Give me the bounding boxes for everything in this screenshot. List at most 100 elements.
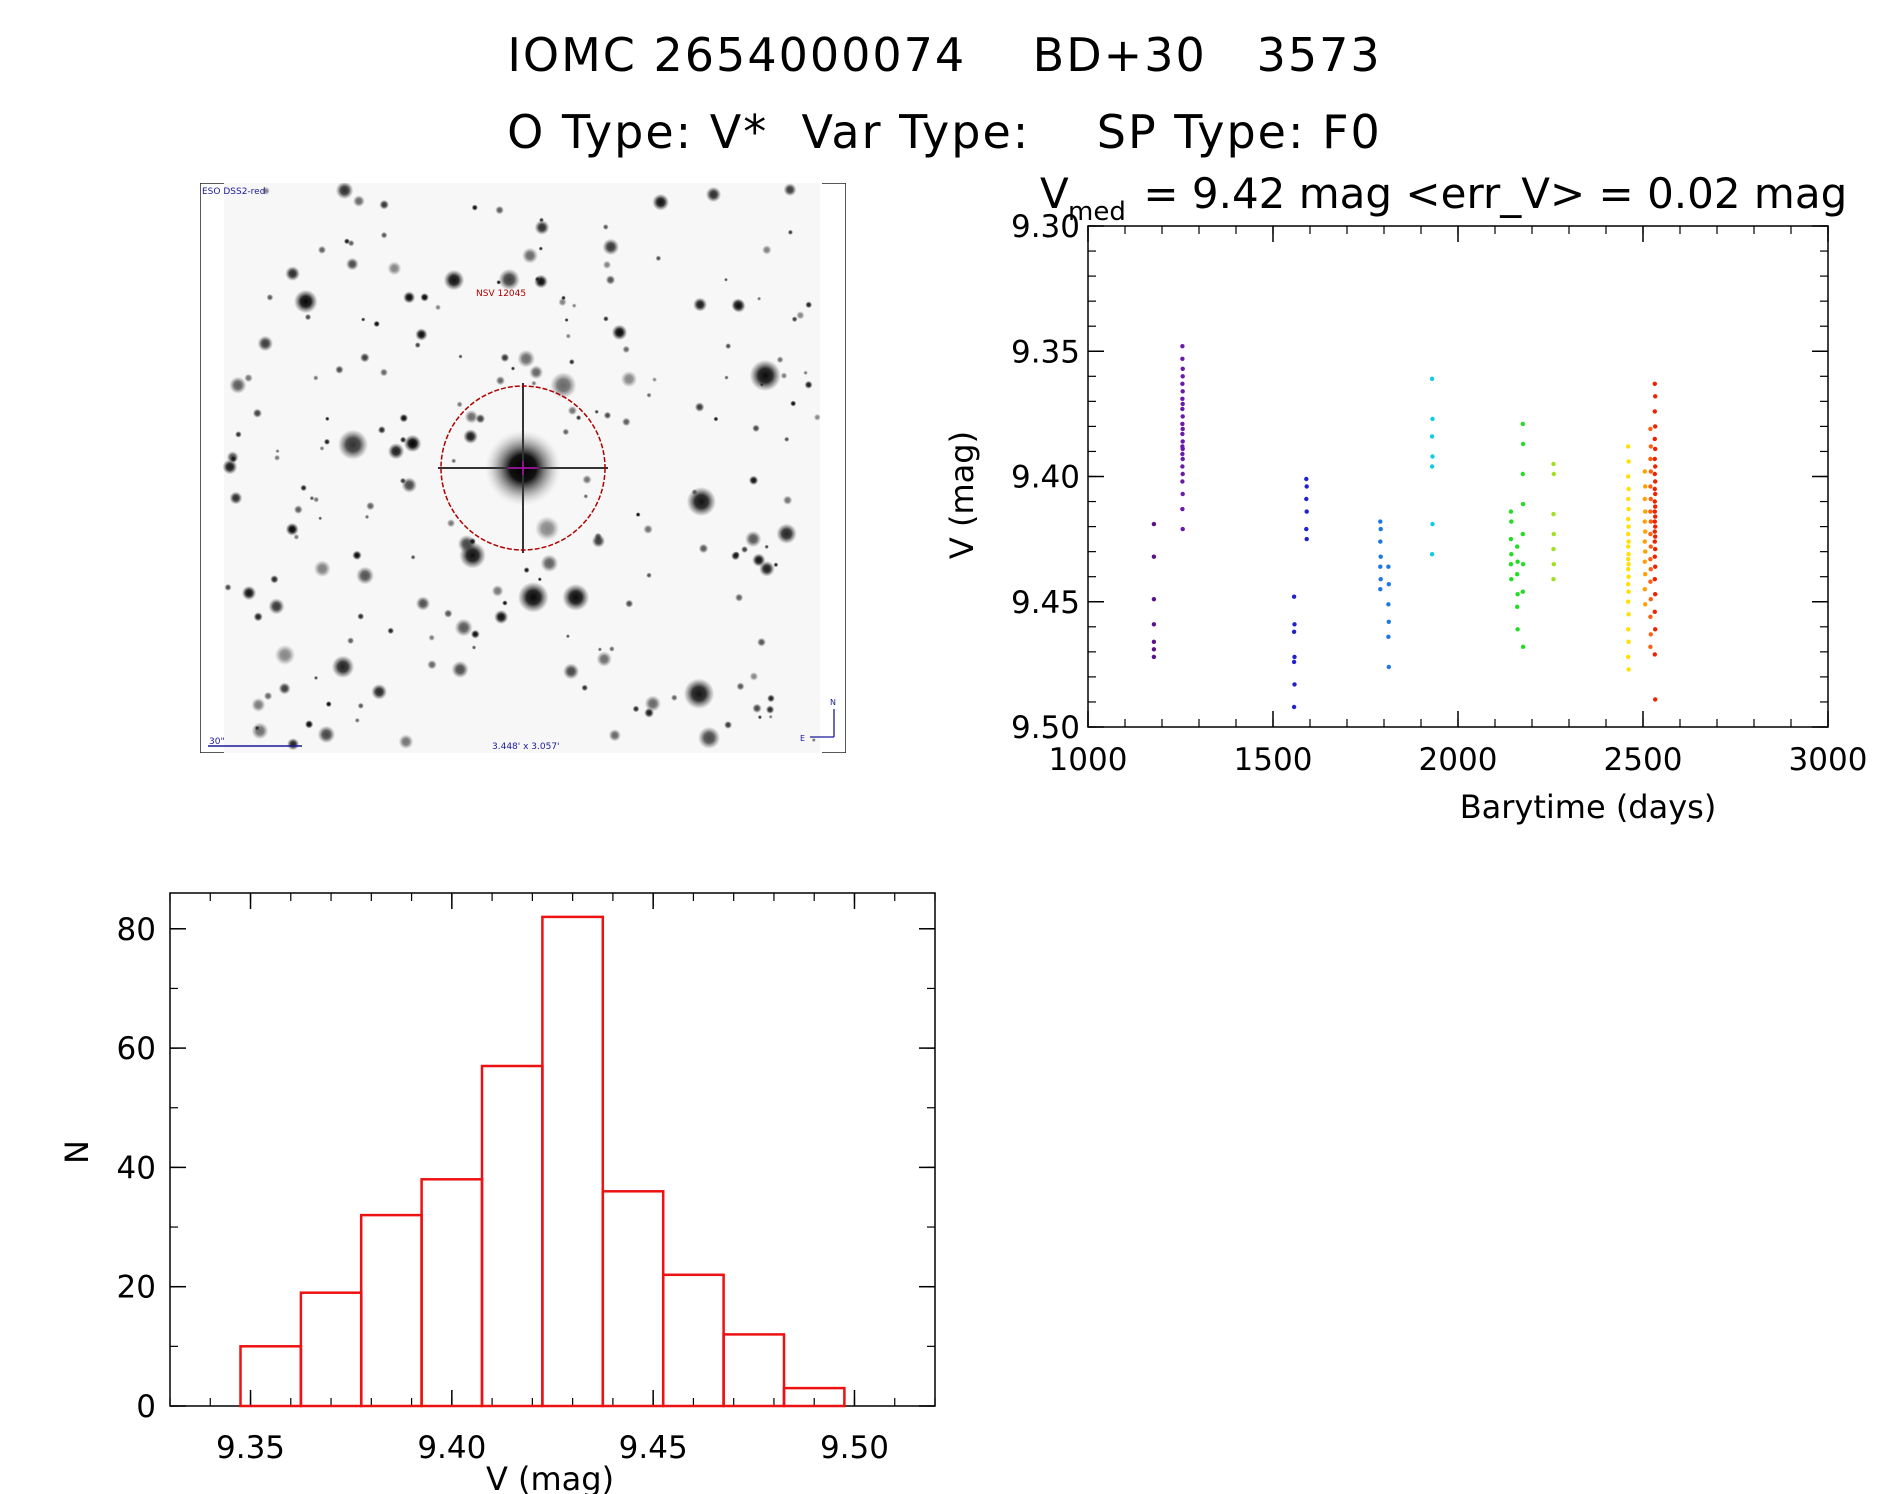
field-star — [644, 695, 661, 712]
field-star — [463, 429, 478, 444]
lc-data-point — [1642, 496, 1647, 502]
field-star — [796, 311, 805, 320]
lc-data-point — [1626, 552, 1631, 557]
field-star — [361, 317, 366, 322]
field-star — [335, 183, 354, 200]
hist-bar — [359, 1213, 423, 1408]
lc-data-point — [1304, 526, 1309, 532]
field-star — [502, 600, 508, 606]
field-star — [304, 313, 312, 321]
field-star — [567, 405, 578, 416]
field-star — [734, 593, 744, 602]
field-star — [420, 292, 429, 302]
lc-data-point — [1180, 389, 1185, 394]
lc-data-point — [1151, 622, 1157, 627]
field-star — [575, 414, 582, 421]
field-star — [752, 424, 760, 433]
lc-data-point — [1508, 536, 1514, 542]
field-star — [652, 193, 670, 211]
field-star — [670, 694, 678, 702]
field-star — [749, 359, 781, 392]
lc-data-point — [1551, 562, 1556, 567]
field-star — [776, 356, 784, 364]
lc-data-point — [1642, 469, 1647, 474]
lc-data-point — [1180, 401, 1185, 407]
lc-data-point — [1652, 486, 1657, 492]
lc-data-point — [1429, 552, 1435, 557]
lc-data-point — [1304, 476, 1309, 482]
lc-data-point — [1648, 597, 1653, 602]
lc-data-point — [1648, 444, 1653, 449]
lc-data-point — [1648, 614, 1653, 619]
field-star — [655, 255, 662, 262]
lc-data-point — [1626, 667, 1631, 672]
lc-data-point — [1648, 456, 1653, 462]
lc-data-point — [1151, 647, 1157, 652]
field-star — [732, 299, 746, 313]
field-star — [379, 368, 388, 377]
lc-data-point — [1652, 409, 1657, 414]
lc-data-point — [1626, 574, 1631, 579]
field-star — [773, 562, 779, 568]
field-star — [470, 629, 480, 639]
field-star — [749, 672, 759, 681]
field-star — [582, 474, 592, 485]
lc-data-point — [1642, 587, 1647, 592]
field-star — [535, 516, 560, 541]
field-star — [534, 220, 550, 235]
field-star — [725, 343, 732, 350]
field-star — [523, 567, 530, 574]
lc-title-v: V — [1040, 170, 1069, 218]
lc-xlabel: Barytime (days) — [1460, 788, 1717, 826]
lc-data-point — [1520, 562, 1526, 567]
lc-data-point — [1291, 629, 1297, 634]
lc-data-point — [1520, 441, 1526, 447]
lc-data-point — [1652, 499, 1657, 504]
field-star — [768, 714, 773, 719]
lc-data-point — [1509, 519, 1514, 524]
histogram-chart: 9.35 9.40 9.45 9.50 0 20 40 60 80 V (mag) N — [60, 892, 936, 1494]
field-star — [387, 261, 402, 276]
field-star — [705, 186, 722, 203]
field-star — [787, 229, 794, 235]
lc-data-point — [1626, 654, 1631, 660]
lc-data-point — [1180, 439, 1185, 444]
lc-data-point — [1652, 471, 1657, 477]
field-star — [783, 183, 797, 197]
field-star — [500, 353, 510, 363]
field-star — [317, 725, 336, 744]
lc-ylabel: V (mag) — [943, 431, 981, 559]
field-star — [782, 495, 793, 506]
lc-data-point — [1180, 451, 1185, 457]
lc-data-point — [1430, 416, 1435, 422]
field-star — [285, 266, 300, 281]
field-star — [602, 224, 609, 230]
compass-icon — [810, 709, 835, 738]
field-star — [428, 634, 435, 641]
field-star — [605, 275, 616, 285]
field-star — [366, 501, 375, 511]
field-star — [278, 682, 291, 695]
lc-data-point — [1626, 612, 1631, 617]
field-star — [318, 516, 323, 521]
lc-data-point — [1378, 554, 1383, 559]
lc-data-point — [1386, 582, 1391, 587]
field-star — [646, 572, 652, 579]
lc-ytick-label: 9.45 — [1011, 585, 1080, 621]
lc-ytick-label: 9.30 — [1011, 209, 1080, 245]
field-star — [347, 239, 355, 247]
field-star — [317, 245, 327, 255]
lc-data-point — [1643, 484, 1648, 489]
target-name-label: NSV 12045 — [476, 289, 526, 299]
field-star — [471, 645, 477, 650]
field-star — [752, 703, 762, 714]
lc-data-point — [1626, 544, 1631, 549]
lc-data-point — [1430, 454, 1435, 459]
field-star — [414, 342, 421, 349]
field-star — [451, 660, 469, 679]
lc-data-point — [1520, 531, 1525, 537]
hist-xlabel: V (mag) — [486, 1460, 614, 1494]
lc-data-point — [1180, 396, 1185, 401]
field-star — [597, 647, 603, 652]
field-star — [736, 682, 745, 691]
